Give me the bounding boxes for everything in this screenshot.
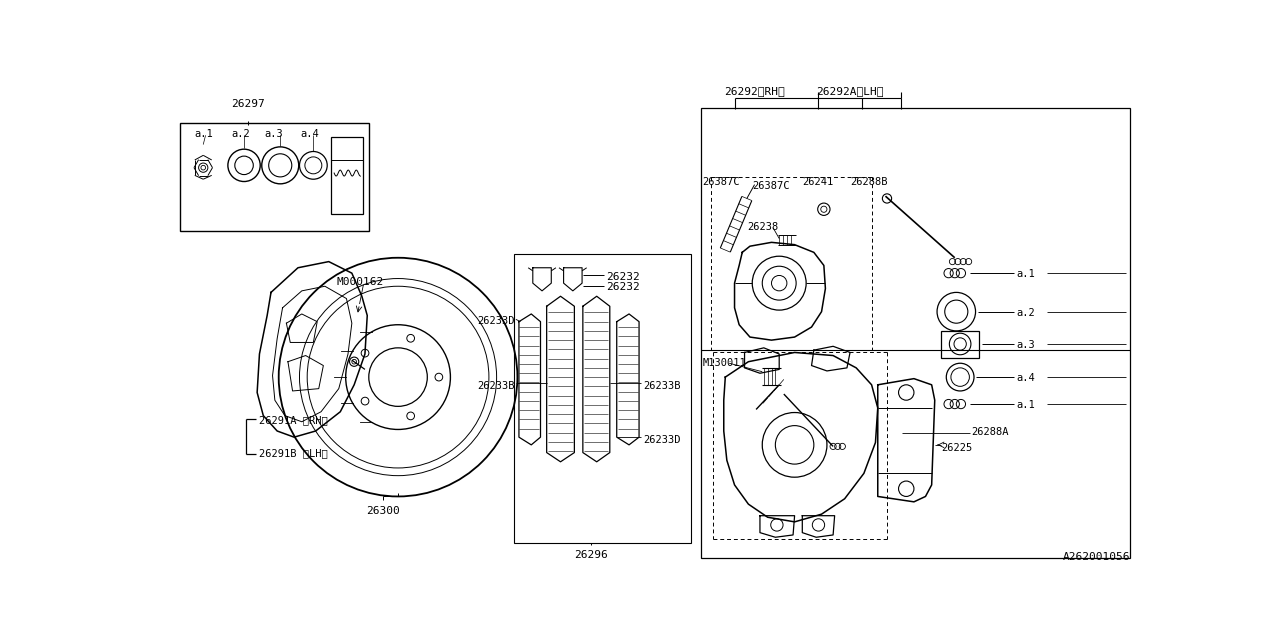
- Text: a.3: a.3: [1016, 340, 1036, 350]
- Text: M000162: M000162: [337, 277, 384, 287]
- Bar: [513, 254, 691, 543]
- Text: 26238: 26238: [746, 221, 778, 232]
- Text: 26296: 26296: [573, 550, 608, 561]
- Text: 26387C: 26387C: [753, 180, 790, 191]
- Text: 26233B: 26233B: [477, 381, 515, 391]
- Text: a.2: a.2: [1016, 308, 1036, 318]
- Text: 26225: 26225: [941, 442, 972, 452]
- Bar: [941, 331, 979, 358]
- Text: a.1: a.1: [195, 129, 212, 139]
- Text: 26241: 26241: [803, 177, 833, 187]
- Text: 26233B: 26233B: [643, 381, 681, 391]
- Text: 26297: 26297: [230, 99, 265, 109]
- Text: a.4: a.4: [1016, 373, 1036, 383]
- Text: 26292〈RH〉: 26292〈RH〉: [723, 86, 785, 96]
- Text: a.4: a.4: [301, 129, 319, 139]
- Text: A262001056: A262001056: [1062, 552, 1130, 562]
- Text: 26232: 26232: [605, 282, 640, 292]
- Text: 26300: 26300: [366, 506, 399, 516]
- Text: a.1: a.1: [1016, 269, 1036, 279]
- Text: a.3: a.3: [265, 129, 284, 139]
- Text: 26292A〈LH〉: 26292A〈LH〉: [817, 86, 883, 96]
- Text: 26288A: 26288A: [972, 427, 1009, 437]
- Text: 26233D: 26233D: [477, 316, 515, 326]
- Text: 26291A 〈RH〉: 26291A 〈RH〉: [259, 415, 328, 426]
- Text: a.1: a.1: [1016, 400, 1036, 410]
- Text: 26232: 26232: [605, 271, 640, 282]
- Bar: [180, 123, 369, 231]
- Text: 26288B: 26288B: [850, 177, 887, 187]
- Text: M130011: M130011: [703, 358, 746, 368]
- Bar: [332, 137, 364, 214]
- Text: 26291B 〈LH〉: 26291B 〈LH〉: [259, 448, 328, 458]
- Bar: [700, 108, 1130, 558]
- Text: 26387C: 26387C: [703, 177, 740, 187]
- Text: a.2: a.2: [230, 129, 250, 139]
- Text: 26233D: 26233D: [643, 435, 681, 445]
